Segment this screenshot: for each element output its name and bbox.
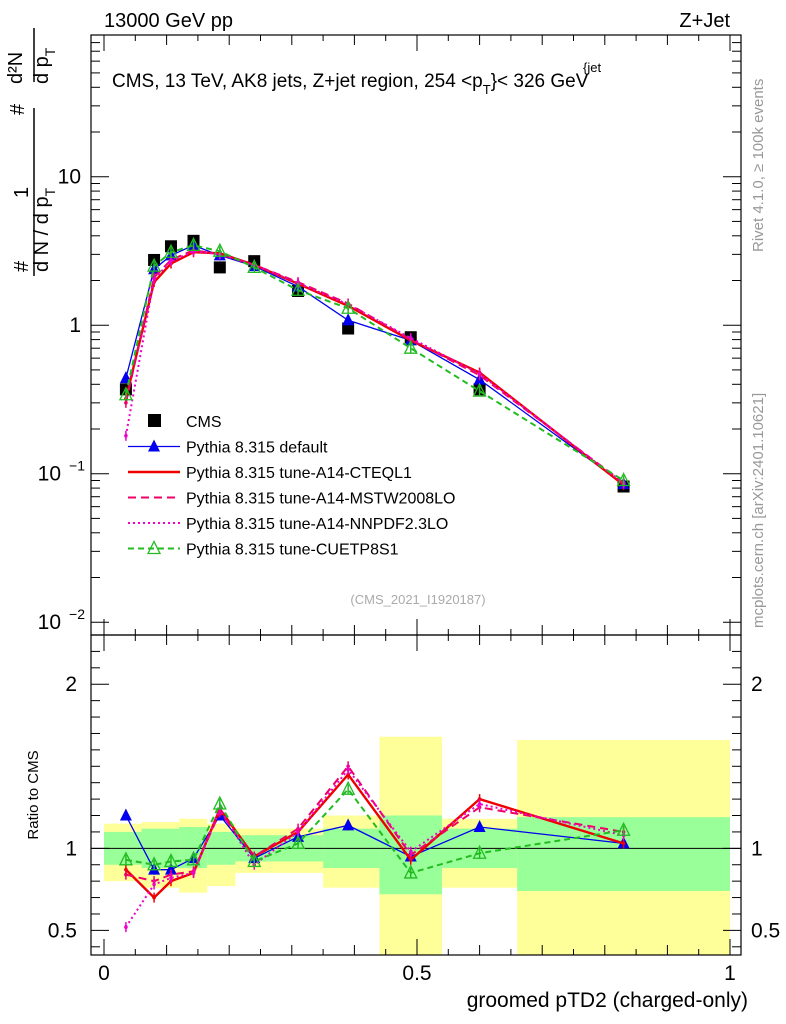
point-default [473, 820, 486, 832]
point-nnpdf [346, 767, 350, 772]
title-sub: T [483, 82, 491, 97]
point-cuetp8s1 [403, 339, 418, 354]
svg-text:CMS, 13 TeV, AK8 jets, Z+jet r: CMS, 13 TeV, AK8 jets, Z+jet region, 254… [112, 71, 589, 97]
point-cuetp8s1 [616, 821, 631, 836]
legend-label-cteql1: Pythia 8.315 tune-A14-CTEQL1 [186, 465, 412, 482]
ylabel-one: 1 [11, 187, 33, 198]
point-cuetp8s1 [247, 853, 262, 868]
point-mstw [124, 872, 128, 877]
point-nnpdf [152, 882, 156, 887]
point-nnpdf [124, 433, 128, 438]
x-axis-label: groomed pTD2 (charged-only) [467, 989, 748, 1012]
y-tick-label: 1 [65, 837, 77, 860]
legend-label-cms: CMS [186, 414, 222, 431]
y-tick-label: 0.5 [48, 919, 77, 942]
point-cteql1 [152, 895, 156, 900]
point-nnpdf [408, 849, 413, 854]
lower-frame [90, 634, 742, 956]
point-nnpdf [169, 259, 173, 263]
y-tick-label: 2 [65, 673, 77, 696]
ylabel-T2: T [42, 47, 58, 56]
legend-label-nnpdf: Pythia 8.315 tune-A14-NNPDF2.3LO [186, 516, 448, 533]
point-default [342, 818, 355, 831]
ylabel-hash2: # [7, 103, 29, 115]
point-default [164, 862, 177, 875]
point-cuetp8s1 [186, 236, 201, 251]
point-default [342, 313, 355, 326]
point-nnpdf [152, 277, 156, 281]
point-nnpdf [477, 802, 482, 806]
point-cuetp8s1 [147, 856, 162, 871]
point-nnpdf [477, 372, 482, 376]
point-nnpdf [408, 336, 413, 340]
point-nnpdf [124, 925, 128, 929]
point-cuetp8s1 [212, 795, 227, 810]
point-cuetp8s1 [403, 864, 418, 879]
y-axis-label: # 1 d N / d pT # d²N d pT [5, 28, 58, 276]
y-tick-label: 1 [69, 314, 81, 337]
y-tick-label-exp: −2 [69, 606, 85, 622]
legend-label-mstw: Pythia 8.315 tune-A14-MSTW2008LO [186, 491, 455, 508]
point-cuetp8s1 [472, 844, 487, 859]
point-cuetp8s1 [291, 281, 306, 296]
point-nnpdf [191, 871, 196, 875]
x-tick-label: 0.5 [402, 962, 431, 985]
x-tick-label: 1 [724, 962, 736, 985]
point-cms [213, 261, 226, 274]
y-tick-label: 10 [38, 611, 61, 634]
point-default [148, 439, 160, 452]
point-cteql1 [621, 841, 626, 846]
point-cuetp8s1 [341, 299, 356, 314]
y-tick-label-right: 1 [751, 837, 763, 860]
svg-text:d N / d pT: d N / d pT [31, 187, 58, 272]
point-cuetp8s1 [163, 853, 179, 868]
legend-marker-cms [148, 414, 161, 427]
legend-label-cuetp8s1: Pythia 8.315 tune-CUETP8S1 [186, 542, 399, 559]
svg-text:d pT: d pT [31, 47, 58, 84]
ratio-ylabel: Ratio to CMS [25, 750, 42, 839]
point-cuetp8s1 [291, 834, 306, 850]
y-tick-label-right: 2 [751, 673, 763, 696]
title-main: CMS, 13 TeV, AK8 jets, Z+jet region, 254… [112, 71, 483, 92]
point-cuetp8s1 [118, 851, 133, 866]
point-cuetp8s1 [118, 386, 133, 401]
y-tick-label-exp: −1 [69, 458, 85, 474]
point-cuetp8s1 [247, 258, 262, 274]
point-default [119, 808, 132, 821]
series-line-cuetp8s1 [125, 787, 624, 875]
ylabel-T: T [42, 187, 58, 196]
title-sup: {jet [583, 60, 601, 75]
analysis-id: (CMS_2021_I1920187) [350, 592, 485, 607]
ylabel-hash: # [11, 260, 33, 272]
y-tick-label: 10 [38, 463, 61, 486]
header-right: Z+Jet [679, 10, 730, 32]
rivet-label: Rivet 4.1.0, ≥ 100k events [750, 79, 767, 252]
point-cuetp8s1 [186, 851, 201, 866]
point-nnpdf [169, 876, 173, 880]
main-title: CMS, 13 TeV, AK8 jets, Z+jet region, 254… [112, 60, 601, 97]
point-cuetp8s1 [147, 257, 162, 272]
y-tick-label: 10 [58, 166, 81, 189]
point-cuetp8s1 [472, 382, 487, 397]
x-tick-label: 0 [98, 962, 110, 985]
mcplots-label: mcplots.cern.ch [arXiv:2401.10621] [750, 393, 767, 628]
title-close: }< 326 GeV [491, 71, 589, 92]
header-left: 13000 GeV pp [104, 10, 233, 32]
point-cms [342, 322, 355, 335]
ylabel-dN: d N / d p [31, 196, 53, 272]
ylabel-dp: d p [31, 56, 53, 84]
series-line-mstw [125, 764, 624, 883]
point-mstw [124, 401, 128, 405]
point-cuetp8s1 [616, 472, 631, 487]
point-cuetp8s1 [212, 242, 227, 257]
point-cuetp8s1 [341, 780, 356, 795]
y-tick-label-right: 0.5 [751, 919, 780, 942]
legend-label-default: Pythia 8.315 default [186, 440, 328, 457]
ylabel-d2N: d²N [5, 52, 27, 84]
point-cuetp8s1 [146, 540, 162, 555]
point-cuetp8s1 [163, 243, 179, 258]
point-nnpdf [296, 830, 300, 834]
